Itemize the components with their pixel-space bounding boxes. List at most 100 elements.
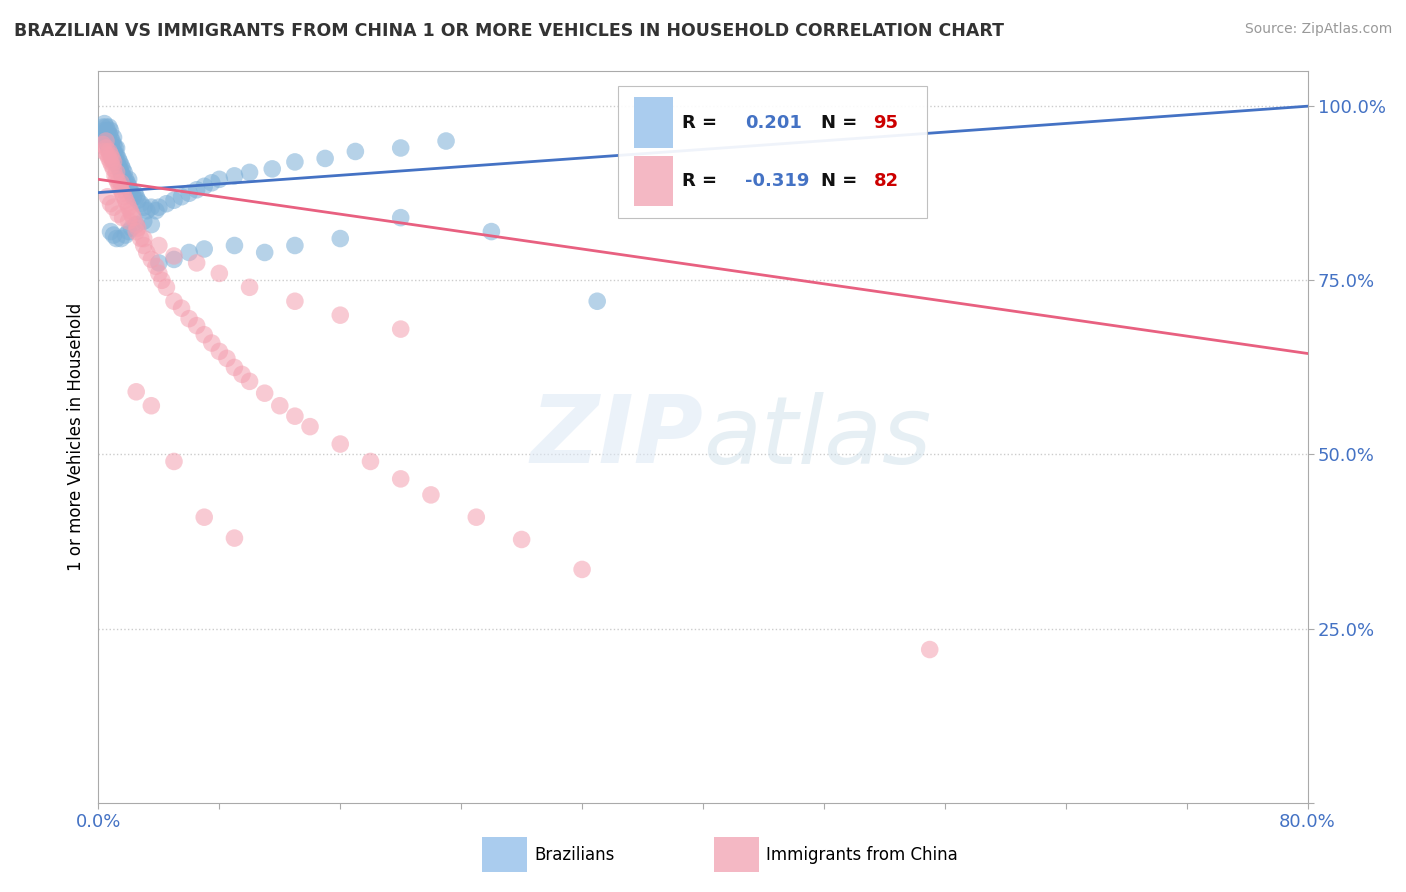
Point <box>284 155 307 169</box>
Point <box>112 165 135 179</box>
Point <box>105 172 128 186</box>
Point <box>224 360 246 375</box>
Point <box>105 155 128 169</box>
Point <box>100 155 122 169</box>
Point <box>420 488 443 502</box>
Point <box>132 231 155 245</box>
Point <box>127 193 149 207</box>
Point <box>96 190 118 204</box>
Point <box>118 214 141 228</box>
Point <box>193 242 215 256</box>
Text: Brazilians: Brazilians <box>534 846 614 863</box>
Point <box>314 152 336 166</box>
Point <box>163 252 186 267</box>
Point <box>125 218 148 232</box>
Point <box>120 203 142 218</box>
Point <box>110 176 132 190</box>
Point <box>129 231 152 245</box>
Point <box>329 308 352 322</box>
Point <box>132 200 155 214</box>
Point <box>253 245 276 260</box>
Point <box>186 183 208 197</box>
Point <box>150 273 173 287</box>
Point <box>111 211 134 225</box>
Point <box>389 211 412 225</box>
Point <box>121 221 143 235</box>
Point <box>239 375 262 389</box>
Point <box>122 190 145 204</box>
Point <box>122 211 145 225</box>
Point <box>104 169 127 183</box>
Point <box>112 190 135 204</box>
Point <box>132 214 155 228</box>
Point <box>93 145 115 159</box>
Point <box>179 245 201 260</box>
Point <box>163 294 186 309</box>
Point <box>284 238 307 252</box>
Point <box>104 155 127 169</box>
Point <box>100 225 122 239</box>
Point <box>103 161 125 176</box>
Point <box>93 117 115 131</box>
Point <box>329 231 352 245</box>
Point <box>208 172 231 186</box>
Point <box>124 186 146 201</box>
Point <box>105 165 128 179</box>
Point <box>360 454 382 468</box>
Point <box>101 152 124 166</box>
Text: 95: 95 <box>873 113 898 131</box>
Point <box>94 141 117 155</box>
Text: -0.319: -0.319 <box>745 172 810 190</box>
Point <box>107 207 129 221</box>
Point <box>108 161 131 176</box>
Point <box>111 161 134 176</box>
Point <box>93 123 115 137</box>
Point <box>148 256 170 270</box>
Point <box>193 327 215 342</box>
Point <box>141 252 163 267</box>
Text: Source: ZipAtlas.com: Source: ZipAtlas.com <box>1244 22 1392 37</box>
Point <box>98 120 121 134</box>
Point <box>103 152 125 166</box>
Point <box>115 176 138 190</box>
Point <box>135 245 157 260</box>
Point <box>91 137 114 152</box>
Point <box>110 165 132 179</box>
Point <box>141 218 163 232</box>
Point <box>125 384 148 399</box>
Point <box>208 266 231 280</box>
Point <box>224 169 246 183</box>
Point <box>224 238 246 252</box>
Point <box>111 169 134 183</box>
Text: BRAZILIAN VS IMMIGRANTS FROM CHINA 1 OR MORE VEHICLES IN HOUSEHOLD CORRELATION C: BRAZILIAN VS IMMIGRANTS FROM CHINA 1 OR … <box>14 22 1004 40</box>
Point <box>586 294 609 309</box>
Point <box>100 130 122 145</box>
Point <box>100 123 122 137</box>
Point <box>118 179 141 194</box>
Point <box>141 399 163 413</box>
Point <box>114 193 136 207</box>
Point <box>129 196 152 211</box>
Point <box>94 134 117 148</box>
Point <box>145 260 167 274</box>
Point <box>215 351 238 366</box>
Point <box>108 179 131 194</box>
Point <box>114 172 136 186</box>
Point <box>103 200 125 214</box>
Point <box>105 148 128 162</box>
Text: N =: N = <box>821 172 858 190</box>
Point <box>104 148 127 162</box>
Point <box>107 176 129 190</box>
Point <box>98 141 121 155</box>
Point <box>224 531 246 545</box>
Point <box>111 186 134 201</box>
Point <box>135 203 157 218</box>
Point <box>121 186 143 201</box>
Point <box>481 225 503 239</box>
Point <box>120 183 142 197</box>
Point <box>125 218 148 232</box>
Point <box>98 134 121 148</box>
Point <box>344 145 367 159</box>
Point <box>201 336 224 351</box>
Point <box>125 190 148 204</box>
